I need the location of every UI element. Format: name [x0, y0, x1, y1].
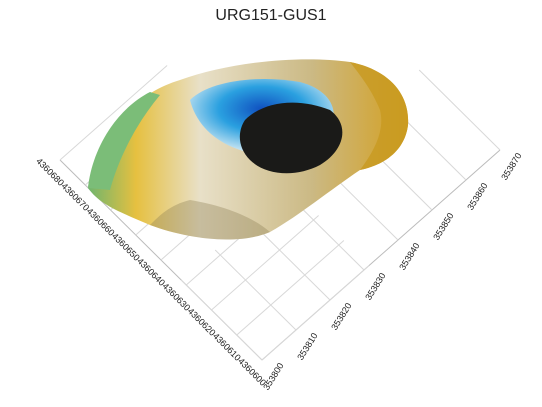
x-tick-label: 353810 [295, 331, 319, 362]
grid-line [59, 65, 168, 161]
x-tick-label: 353830 [363, 271, 387, 302]
x-tick-label: 353840 [397, 241, 421, 272]
grid-line [214, 249, 297, 331]
grid-line [418, 69, 501, 151]
chart-title: URG151-GUS1 [215, 7, 326, 24]
x-tick-label: 353870 [499, 151, 523, 182]
grid-line [236, 240, 345, 336]
surface-shadow [150, 200, 270, 240]
x-tick-label: 353820 [329, 301, 353, 332]
surface-rim [350, 62, 409, 170]
x-tick-label: 353860 [465, 181, 489, 212]
grid-line [261, 265, 370, 361]
x-tick-label: 353850 [431, 211, 455, 242]
surface-dark [239, 102, 343, 174]
surface [88, 59, 409, 240]
grid-line [180, 279, 263, 361]
surface-green [88, 92, 160, 190]
grid-line [211, 215, 319, 311]
